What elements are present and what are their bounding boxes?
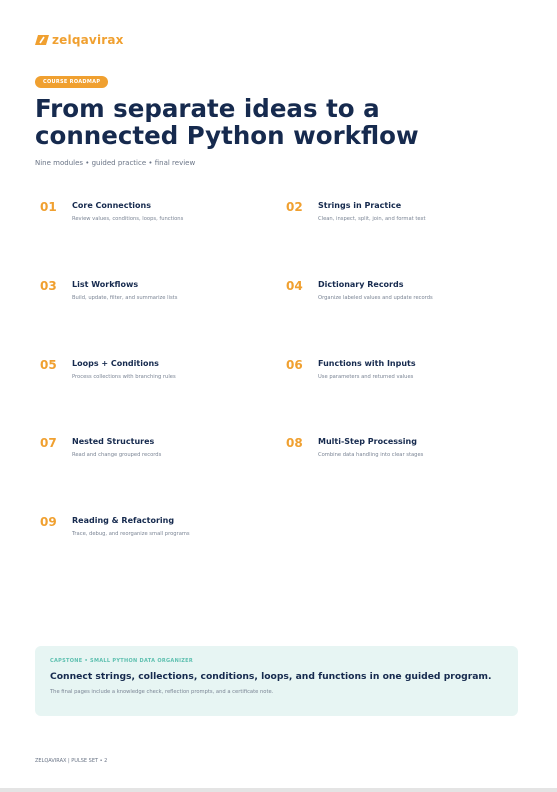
module: 04 Dictionary Records Organize labeled val… (286, 279, 516, 329)
bottom-bar (0, 788, 557, 792)
module-number: 01 (40, 200, 57, 214)
module-number: 06 (286, 357, 303, 372)
module-title: Reading & Refactoring (72, 516, 175, 526)
module-description: Read and change grouped records (72, 452, 162, 459)
module-description: Use parameters and returned values (318, 373, 414, 380)
logo-icon (35, 35, 49, 45)
module-title: Core Connections (72, 201, 151, 210)
module-description: Review values, conditions, loops, functi… (72, 216, 184, 222)
module-number: 03 (40, 278, 57, 293)
module: 07 Nested Structures Read and change group… (40, 436, 270, 486)
module: 08 Multi-Step Processing Combine data hand… (286, 436, 516, 486)
module: 05 Loops + Conditions Process collections … (40, 358, 270, 408)
module-description: Clean, inspect, split, join, and format … (318, 216, 426, 222)
subtitle: Nine modules • guided practice • final r… (35, 159, 196, 167)
module-number: 07 (40, 436, 57, 451)
footer: ZELQAVIRAX | PULSE SET • 2 (35, 758, 108, 764)
module-description: Organize labeled values and update recor… (318, 294, 433, 301)
module-number: 09 (40, 515, 57, 530)
module: 03 List Workflows Build, update, filter, a… (40, 279, 270, 329)
module: 09 Reading & Refactoring Trace, debug, and… (40, 515, 270, 565)
title-line: From separate ideas to a (35, 94, 380, 123)
module-number: 04 (286, 278, 303, 293)
title: From separate ideas to a connected Pytho… (35, 95, 419, 149)
module-title: Functions with Inputs (318, 358, 416, 368)
module-title: List Workflows (72, 279, 139, 289)
logo: zelqavirax (35, 33, 124, 47)
capstone-description: The final pages include a knowledge chec… (50, 689, 274, 695)
module-description: Combine data handling into clear stages (318, 452, 424, 459)
module-number: 05 (40, 357, 57, 372)
module: 06 Functions with Inputs Use parameters an… (286, 358, 516, 408)
module-title: Multi-Step Processing (318, 437, 417, 447)
module-description: Process collections with branching rules (72, 373, 176, 380)
capstone-box: CAPSTONE • SMALL PYTHON DATA ORGANIZER C… (35, 646, 518, 716)
module-description: Build, update, filter, and summarize lis… (72, 294, 178, 301)
module-number: 02 (286, 200, 303, 214)
capstone-label: CAPSTONE • SMALL PYTHON DATA ORGANIZER (50, 658, 194, 664)
module-description: Trace, debug, and reorganize small progr… (72, 531, 190, 538)
module-number: 08 (286, 436, 303, 451)
badge: COURSE ROADMAP (35, 76, 109, 88)
capstone-title: Connect strings, collections, conditions… (50, 671, 492, 682)
module-title: Nested Structures (72, 437, 155, 447)
module-title: Dictionary Records (318, 279, 404, 289)
logo-text: zelqavirax (52, 33, 124, 47)
module-title: Loops + Conditions (72, 358, 159, 368)
module: 01 Core Connections Review values, conditi… (40, 200, 270, 250)
module: 02 Strings in Practice Clean, inspect, spl… (286, 200, 516, 250)
module-title: Strings in Practice (318, 201, 402, 210)
title-line: connected Python workflow (35, 121, 419, 150)
